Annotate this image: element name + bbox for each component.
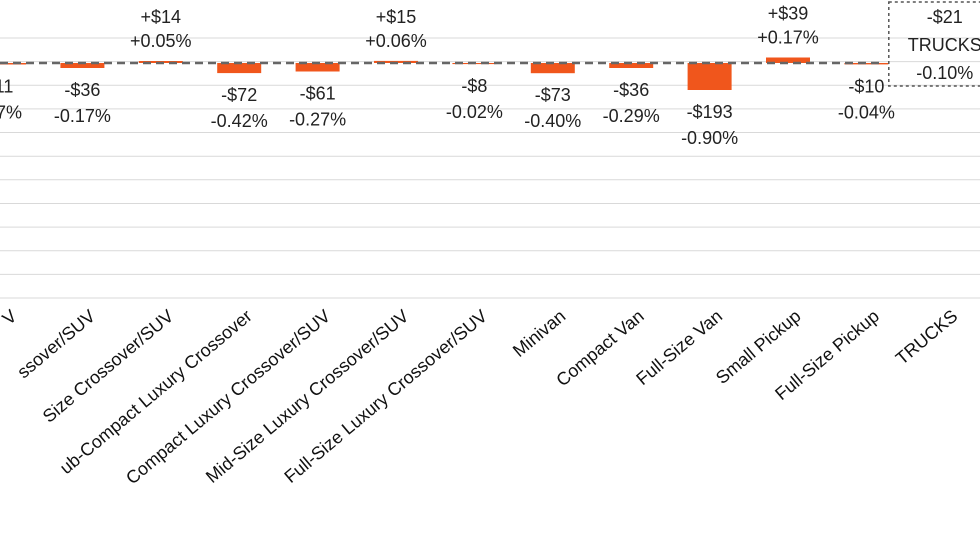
value-label-12: -$21 bbox=[927, 7, 963, 27]
gridlines bbox=[0, 37, 980, 299]
bar-4 bbox=[295, 63, 340, 72]
pct-label-0: 07% bbox=[0, 103, 22, 123]
value-label-8: -$36 bbox=[613, 80, 649, 100]
category-label-9: Full-Size Van bbox=[632, 306, 726, 389]
summary-box bbox=[888, 1, 980, 87]
pct-label-6: -0.02% bbox=[446, 102, 503, 122]
pct-label-9: -0.90% bbox=[681, 128, 738, 148]
summary-label: TRUCKS bbox=[908, 35, 980, 55]
data-labels: 11 07% -$36 -0.17% +$14 +0.05% -$72 -0.42% -$61 -… bbox=[0, 1, 980, 148]
category-label-2: Size Crossover/SUV bbox=[39, 306, 178, 427]
bar-3 bbox=[217, 63, 262, 74]
pct-label-7: -0.40% bbox=[524, 111, 581, 131]
category-label-7: Minivan bbox=[509, 306, 569, 361]
value-label-2: +$14 bbox=[141, 7, 182, 27]
value-label-5: +$15 bbox=[376, 7, 417, 27]
category-label-12: TRUCKS bbox=[892, 306, 962, 369]
bar-10 bbox=[766, 57, 810, 63]
pct-label-2: +0.05% bbox=[130, 31, 192, 51]
bar-11 bbox=[844, 63, 889, 65]
value-label-6: -$8 bbox=[461, 76, 487, 96]
pct-label-1: -0.17% bbox=[54, 106, 111, 126]
bar-8 bbox=[609, 63, 654, 68]
pct-label-4: -0.27% bbox=[289, 110, 346, 130]
bar-7 bbox=[530, 63, 575, 74]
bar-9 bbox=[687, 63, 732, 90]
pct-label-5: +0.06% bbox=[365, 31, 427, 51]
pct-label-12: -0.10% bbox=[916, 63, 973, 83]
pct-label-11: -0.04% bbox=[838, 102, 895, 122]
value-label-10: +$39 bbox=[768, 4, 809, 24]
value-label-7: -$73 bbox=[535, 85, 571, 105]
pct-label-10: +0.17% bbox=[757, 28, 819, 48]
category-label-0: V bbox=[0, 306, 21, 329]
value-label-1: -$36 bbox=[64, 80, 100, 100]
value-label-3: -$72 bbox=[221, 85, 257, 105]
pct-label-3: -0.42% bbox=[211, 111, 268, 131]
pct-label-8: -0.29% bbox=[603, 106, 660, 126]
value-label-4: -$61 bbox=[300, 84, 336, 104]
bar-1 bbox=[60, 63, 105, 68]
value-label-9: -$193 bbox=[687, 102, 733, 122]
value-label-11: -$10 bbox=[848, 76, 884, 96]
value-label-0: 11 bbox=[0, 77, 13, 97]
